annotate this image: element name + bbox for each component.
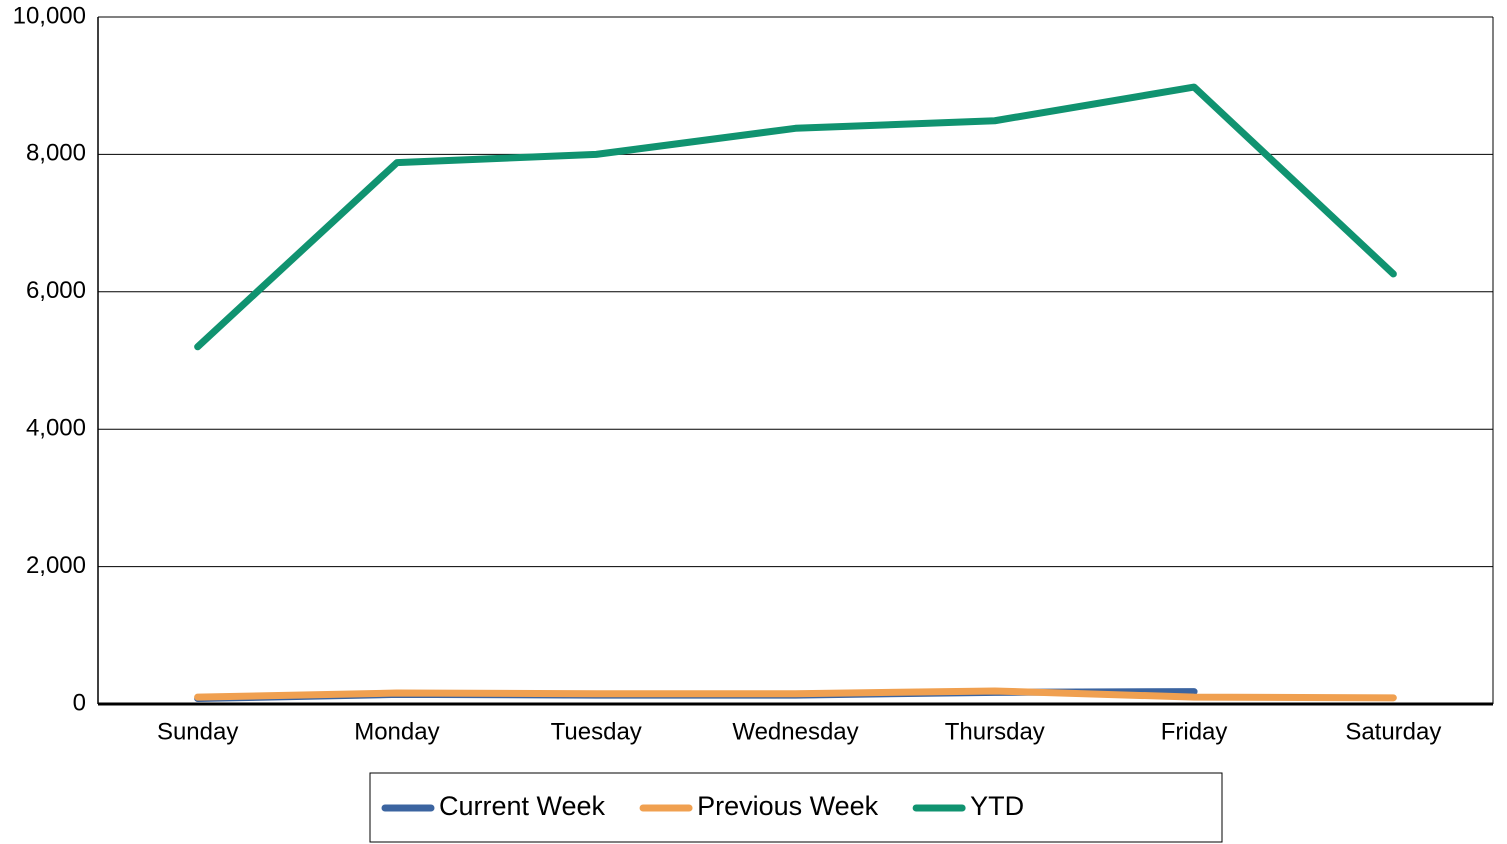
y-tick-label: 0 [73, 689, 86, 716]
x-tick-label: Tuesday [551, 718, 642, 745]
legend-label: Current Week [439, 791, 606, 821]
x-tick-label: Friday [1161, 718, 1228, 745]
y-tick-label: 10,000 [13, 2, 86, 29]
x-tick-label: Wednesday [732, 718, 858, 745]
y-tick-label: 6,000 [26, 277, 86, 304]
legend-label: YTD [970, 791, 1024, 821]
x-tick-label: Monday [354, 718, 439, 745]
series-line [194, 687, 1397, 702]
y-tick-label: 4,000 [26, 415, 86, 442]
y-tick-label: 2,000 [26, 552, 86, 579]
legend-label: Previous Week [697, 791, 879, 821]
series-line [194, 83, 1397, 351]
x-tick-label: Saturday [1345, 718, 1441, 745]
x-tick-label: Sunday [157, 718, 238, 745]
y-tick-label: 8,000 [26, 140, 86, 167]
x-tick-label: Thursday [945, 718, 1045, 745]
legend-box [369, 772, 1223, 843]
